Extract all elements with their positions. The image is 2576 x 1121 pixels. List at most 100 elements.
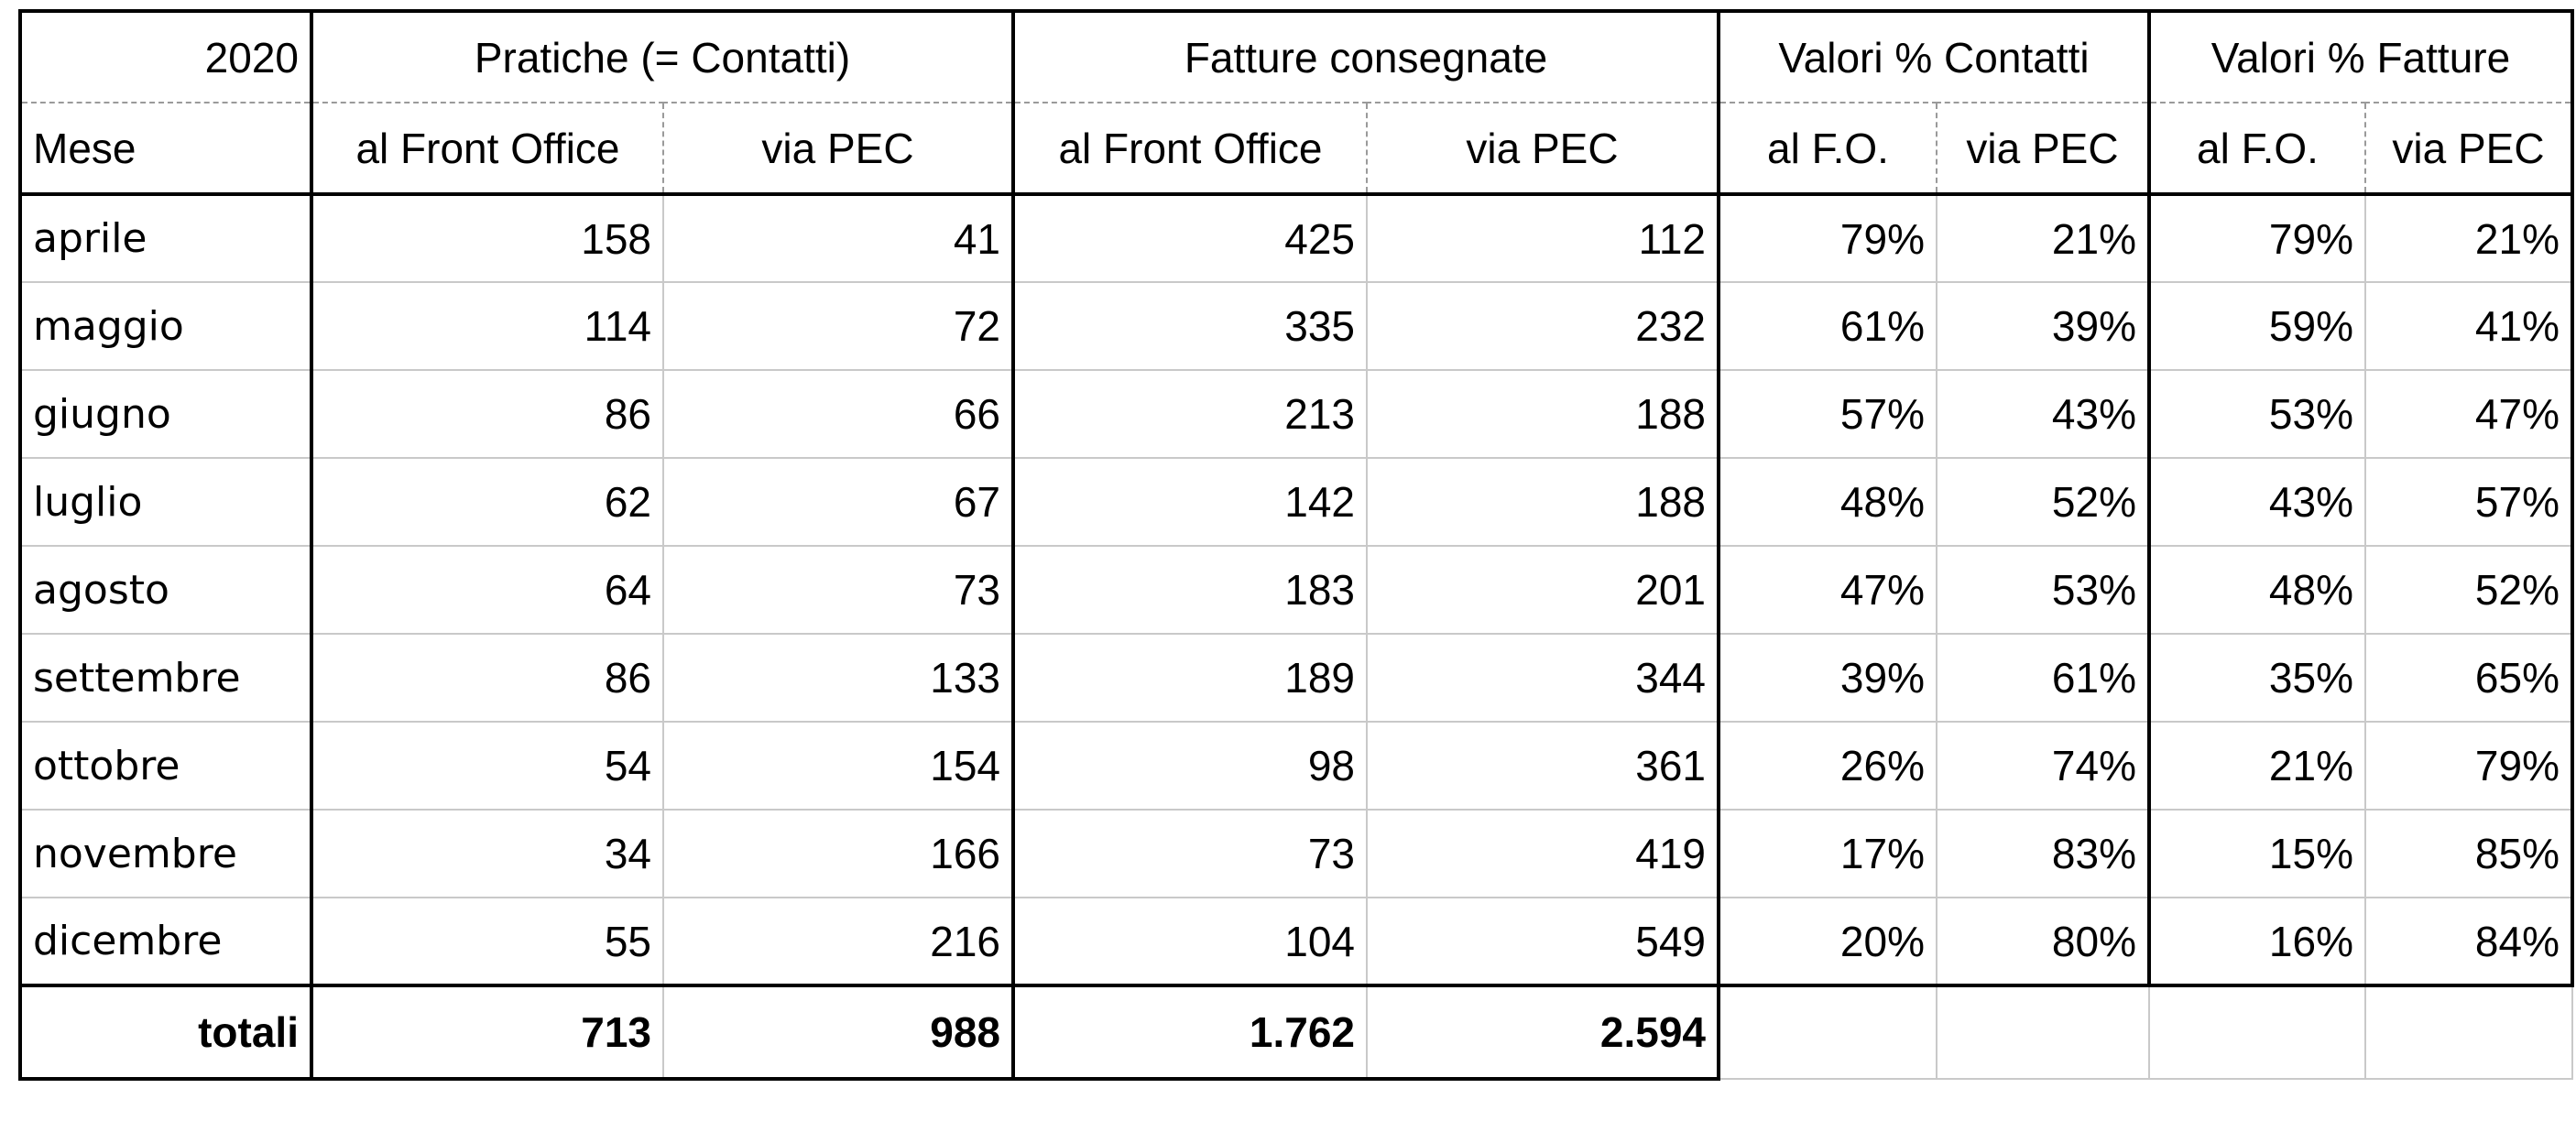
fatt-fo-cell: 183	[1011, 545, 1368, 635]
pct-fatture-pec-cell: 47%	[2364, 369, 2574, 459]
table-row: giugno 86 66 213 188 57% 43% 53% 47%	[18, 369, 2574, 459]
prat-fo-cell: 158	[310, 193, 664, 283]
totals-fatt-fo: 1.762	[1011, 984, 1368, 1081]
fatt-pec-cell: 188	[1366, 369, 1720, 459]
prat-pec-cell: 154	[662, 721, 1014, 811]
fatt-fo-cell: 335	[1011, 281, 1368, 371]
col-pf-pec-header: via PEC	[2364, 102, 2574, 196]
totals-prat-fo: 713	[310, 984, 664, 1081]
table-row: luglio 62 67 142 188 48% 52% 43% 57%	[18, 457, 2574, 547]
pct-contatti-fo-cell: 57%	[1718, 369, 1937, 459]
pct-contatti-pec-cell: 61%	[1936, 633, 2150, 723]
pct-contatti-pec-cell: 43%	[1936, 369, 2150, 459]
col-prat-fo-header: al Front Office	[310, 102, 664, 196]
totals-prat-pec: 988	[662, 984, 1014, 1081]
prat-pec-cell: 166	[662, 809, 1014, 898]
month-cell: giugno	[18, 369, 312, 459]
fatt-fo-cell: 425	[1011, 193, 1368, 283]
empty-cell	[2364, 985, 2573, 1080]
prat-fo-cell: 86	[310, 369, 664, 459]
table-row: dicembre 55 216 104 549 20% 80% 16% 84%	[18, 897, 2574, 987]
pct-contatti-fo-cell: 17%	[1718, 809, 1937, 898]
month-cell: luglio	[18, 457, 312, 547]
totals-row: totali 713 988 1.762 2.594	[18, 984, 2573, 1081]
pct-fatture-fo-cell: 43%	[2147, 457, 2366, 547]
pct-contatti-pec-cell: 52%	[1936, 457, 2150, 547]
column-header-row: Mese al Front Office via PEC al Front Of…	[18, 102, 2574, 196]
totals-fatt-pec: 2.594	[1366, 984, 1720, 1081]
prat-fo-cell: 64	[310, 545, 664, 635]
group-pratiche-header: Pratiche (= Contatti)	[310, 9, 1014, 103]
table-row: ottobre 54 154 98 361 26% 74% 21% 79%	[18, 721, 2574, 811]
data-table: 2020 Pratiche (= Contatti) Fatture conse…	[18, 9, 2574, 1081]
fatt-pec-cell: 361	[1366, 721, 1720, 811]
pct-fatture-pec-cell: 52%	[2364, 545, 2574, 635]
prat-fo-cell: 34	[310, 809, 664, 898]
empty-cell	[2148, 985, 2366, 1080]
table-row: maggio 114 72 335 232 61% 39% 59% 41%	[18, 281, 2574, 371]
fatt-pec-cell: 419	[1366, 809, 1720, 898]
prat-fo-cell: 62	[310, 457, 664, 547]
group-pct-fatture-header: Valori % Fatture	[2147, 9, 2574, 103]
pct-fatture-pec-cell: 41%	[2364, 281, 2574, 371]
fatt-fo-cell: 142	[1011, 457, 1368, 547]
month-cell: dicembre	[18, 897, 312, 986]
fatt-fo-cell: 189	[1011, 633, 1368, 723]
pct-contatti-pec-cell: 39%	[1936, 281, 2150, 371]
col-pc-pec-header: via PEC	[1936, 102, 2150, 196]
fatt-fo-cell: 213	[1011, 369, 1368, 459]
fatt-fo-cell: 104	[1011, 897, 1368, 986]
fatt-pec-cell: 201	[1366, 545, 1720, 635]
prat-pec-cell: 41	[662, 193, 1014, 283]
group-header-row: 2020 Pratiche (= Contatti) Fatture conse…	[18, 9, 2574, 103]
fatt-pec-cell: 188	[1366, 457, 1720, 547]
prat-pec-cell: 72	[662, 281, 1014, 371]
fatt-pec-cell: 112	[1366, 193, 1720, 283]
pct-contatti-fo-cell: 47%	[1718, 545, 1937, 635]
pct-contatti-pec-cell: 74%	[1936, 721, 2150, 811]
pct-fatture-pec-cell: 79%	[2364, 721, 2574, 811]
table-row: novembre 34 166 73 419 17% 83% 15% 85%	[18, 809, 2574, 898]
pct-contatti-fo-cell: 61%	[1718, 281, 1937, 371]
month-cell: novembre	[18, 809, 312, 898]
pct-contatti-pec-cell: 21%	[1936, 193, 2150, 283]
empty-cell	[1718, 985, 1937, 1080]
pct-contatti-pec-cell: 53%	[1936, 545, 2150, 635]
col-prat-pec-header: via PEC	[662, 102, 1014, 196]
pct-fatture-fo-cell: 79%	[2147, 193, 2366, 283]
table-row: settembre 86 133 189 344 39% 61% 35% 65%	[18, 633, 2574, 723]
pct-fatture-fo-cell: 48%	[2147, 545, 2366, 635]
prat-fo-cell: 114	[310, 281, 664, 371]
table-row: aprile 158 41 425 112 79% 21% 79% 21%	[18, 193, 2574, 283]
month-cell: aprile	[18, 193, 312, 283]
pct-fatture-pec-cell: 57%	[2364, 457, 2574, 547]
empty-cell	[1936, 985, 2150, 1080]
fatt-fo-cell: 73	[1011, 809, 1368, 898]
pct-fatture-pec-cell: 84%	[2364, 897, 2574, 987]
pct-fatture-fo-cell: 21%	[2147, 721, 2366, 811]
group-fatture-header: Fatture consegnate	[1011, 9, 1719, 103]
prat-pec-cell: 216	[662, 897, 1014, 986]
col-pf-fo-header: al F.O.	[2147, 102, 2366, 196]
group-pct-contatti-header: Valori % Contatti	[1717, 9, 2150, 103]
col-pc-fo-header: al F.O.	[1717, 102, 1937, 196]
pct-fatture-pec-cell: 65%	[2364, 633, 2574, 723]
pct-contatti-fo-cell: 39%	[1718, 633, 1937, 723]
month-cell: maggio	[18, 281, 312, 371]
month-cell: ottobre	[18, 721, 312, 811]
prat-fo-cell: 55	[310, 897, 664, 986]
totals-label: totali	[18, 984, 312, 1081]
pct-fatture-pec-cell: 21%	[2364, 193, 2574, 283]
pct-contatti-fo-cell: 26%	[1718, 721, 1937, 811]
table-row: agosto 64 73 183 201 47% 53% 48% 52%	[18, 545, 2574, 635]
fatt-pec-cell: 344	[1366, 633, 1720, 723]
prat-pec-cell: 133	[662, 633, 1014, 723]
col-fatt-pec-header: via PEC	[1366, 102, 1719, 196]
pct-fatture-pec-cell: 85%	[2364, 809, 2574, 898]
pct-contatti-fo-cell: 48%	[1718, 457, 1937, 547]
month-cell: settembre	[18, 633, 312, 723]
pct-fatture-fo-cell: 59%	[2147, 281, 2366, 371]
pct-fatture-fo-cell: 15%	[2147, 809, 2366, 898]
prat-fo-cell: 86	[310, 633, 664, 723]
pct-contatti-pec-cell: 83%	[1936, 809, 2150, 898]
